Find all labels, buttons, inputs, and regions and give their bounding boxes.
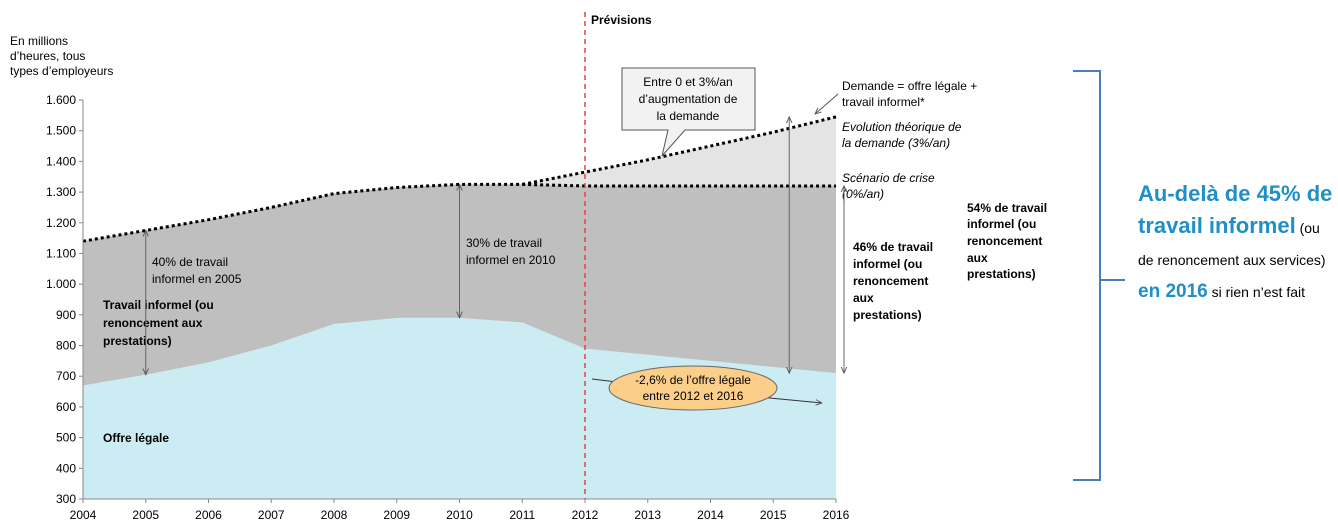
annotation: Evolution théorique de xyxy=(842,120,962,134)
forecast-label: Prévisions xyxy=(591,13,652,27)
callout-box xyxy=(621,67,756,157)
y-tick-label: 1.400 xyxy=(46,154,76,168)
y-tick-label: 800 xyxy=(56,339,76,353)
side-note-text: (ou de renoncement aux services) xyxy=(1138,220,1326,268)
y-axis-title: d’heures, tous xyxy=(10,49,85,63)
annotation-54: 54% de travail informel (ou renoncement … xyxy=(967,201,1047,281)
annotation: aux xyxy=(967,251,988,265)
annotation: prestations) xyxy=(853,308,922,322)
annotation: (0%/an) xyxy=(842,187,884,201)
demand-line xyxy=(82,182,836,243)
x-tick-label: 2011 xyxy=(509,508,535,522)
x-tick-label: 2009 xyxy=(383,508,410,522)
y-tick-label: 1.100 xyxy=(46,246,76,260)
y-tick-label: 300 xyxy=(56,492,76,506)
bracket xyxy=(1073,70,1125,481)
area-label: prestations) xyxy=(103,334,172,348)
x-tick-label: 2016 xyxy=(823,508,850,522)
annotation: 46% de travail xyxy=(853,240,933,254)
x-tick-label: 2010 xyxy=(446,508,473,522)
y-tick-label: 400 xyxy=(56,461,76,475)
y-tick-label: 600 xyxy=(56,400,76,414)
y-tick-label: 1.300 xyxy=(46,185,76,199)
side-note-year: en 2016 xyxy=(1138,281,1208,302)
annotation: entre 2012 et 2016 xyxy=(643,389,744,403)
annotation: travail informel* xyxy=(842,95,925,109)
side-note-head: Au-delà de 45% de travail informel xyxy=(1138,181,1333,238)
area-label: Offre légale xyxy=(103,431,169,445)
callout: Entre 0 et 3%/an xyxy=(643,75,732,89)
annotation: informel (ou xyxy=(967,217,1036,231)
y-tick-label: 900 xyxy=(56,308,76,322)
x-tick-label: 2008 xyxy=(321,508,348,522)
annotation: la demande (3%/an) xyxy=(842,136,950,150)
y-tick-label: 1.500 xyxy=(46,124,76,138)
annotation: informel en 2010 xyxy=(466,253,556,267)
annotation-46: 46% de travail informel (ou renoncement … xyxy=(853,240,933,322)
annotation: 30% de travail xyxy=(466,236,542,250)
arrow xyxy=(815,93,839,114)
arrow xyxy=(759,396,822,403)
side-note: Au-delà de 45% de travail informel (ou d… xyxy=(1138,180,1338,308)
ellipse xyxy=(608,365,778,411)
y-tick-label: 700 xyxy=(56,369,76,383)
annotation: Demande = offre légale + xyxy=(842,79,977,93)
y-tick-label: 1.200 xyxy=(46,216,76,230)
annotation: informel en 2005 xyxy=(152,272,242,286)
y-axis-title: En millions xyxy=(10,34,68,48)
annotation: 40% de travail xyxy=(152,255,228,269)
annotation: renoncement xyxy=(967,234,1042,248)
annotation: aux xyxy=(853,291,874,305)
callout: la demande xyxy=(657,109,720,123)
x-tick-label: 2014 xyxy=(697,508,724,522)
area-label: renoncement aux xyxy=(103,316,203,330)
y-tick-label: 500 xyxy=(56,431,76,445)
y-tick-label: 1.000 xyxy=(46,277,76,291)
area xyxy=(83,317,836,499)
annotation: 54% de travail xyxy=(967,201,1047,215)
area-label: Travail informel (ou xyxy=(103,298,214,312)
x-tick-label: 2005 xyxy=(132,508,159,522)
x-tick-label: 2007 xyxy=(258,508,285,522)
y-axis-title: types d’employeurs xyxy=(10,64,113,78)
x-tick-label: 2004 xyxy=(70,508,97,522)
annotation: -2,6% de l’offre légale xyxy=(635,373,751,387)
x-tick-label: 2015 xyxy=(760,508,787,522)
annotation: prestations) xyxy=(967,267,1036,281)
side-note-text: si rien n’est fait xyxy=(1207,284,1305,300)
callout: d’augmentation de xyxy=(639,92,738,106)
annotation: renoncement xyxy=(853,274,928,288)
annotation: Scénario de crise xyxy=(842,171,935,185)
area xyxy=(522,116,836,186)
annotation: informel (ou xyxy=(853,257,922,271)
x-tick-label: 2012 xyxy=(572,508,599,522)
x-tick-label: 2006 xyxy=(195,508,222,522)
x-tick-label: 2013 xyxy=(634,508,661,522)
y-tick-label: 1.600 xyxy=(46,93,76,107)
